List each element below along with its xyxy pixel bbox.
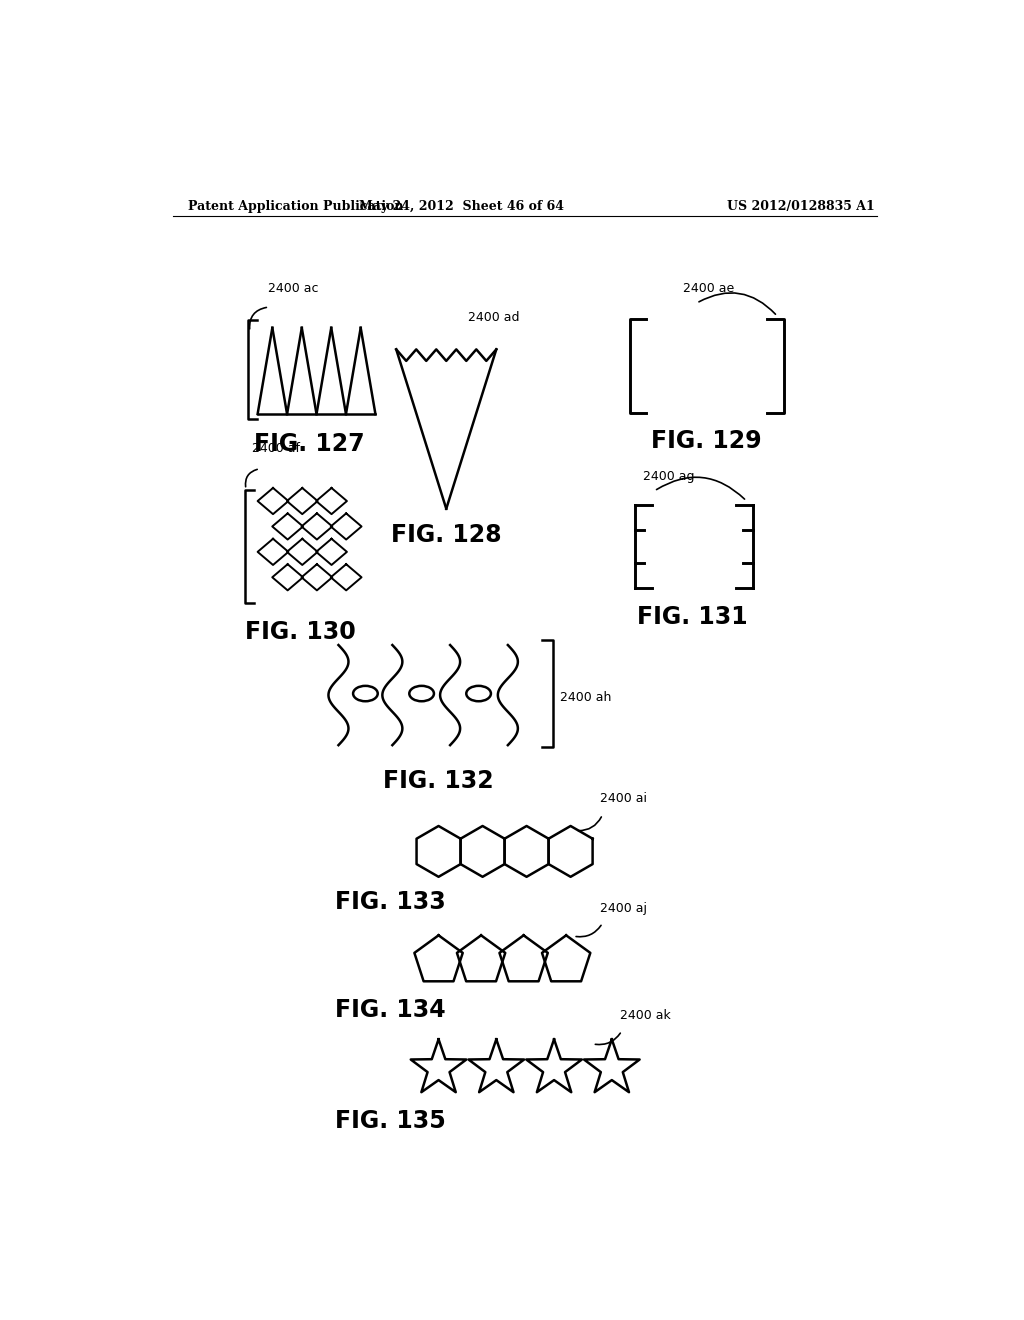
Text: 2400 aj: 2400 aj — [600, 902, 647, 915]
Text: 2400 ai: 2400 ai — [600, 792, 647, 805]
Text: US 2012/0128835 A1: US 2012/0128835 A1 — [727, 199, 874, 213]
Text: FIG. 129: FIG. 129 — [651, 429, 762, 454]
Text: FIG. 133: FIG. 133 — [335, 890, 445, 913]
Text: Patent Application Publication: Patent Application Publication — [188, 199, 403, 213]
Text: FIG. 135: FIG. 135 — [335, 1109, 445, 1134]
Text: FIG. 130: FIG. 130 — [245, 620, 355, 644]
Text: 2400 ah: 2400 ah — [560, 690, 611, 704]
Text: 2400 ae: 2400 ae — [683, 282, 734, 296]
Text: 2400 ak: 2400 ak — [620, 1010, 671, 1022]
Text: 2400 ad: 2400 ad — [468, 312, 519, 323]
Text: FIG. 132: FIG. 132 — [383, 770, 494, 793]
Text: FIG. 127: FIG. 127 — [254, 432, 365, 455]
Text: 2400 ag: 2400 ag — [643, 470, 694, 483]
Text: May 24, 2012  Sheet 46 of 64: May 24, 2012 Sheet 46 of 64 — [359, 199, 564, 213]
Text: FIG. 128: FIG. 128 — [391, 523, 502, 546]
Text: FIG. 134: FIG. 134 — [335, 998, 445, 1022]
Text: 2400 ac: 2400 ac — [267, 282, 318, 296]
Text: FIG. 131: FIG. 131 — [637, 605, 748, 630]
Text: 2400 af: 2400 af — [252, 442, 300, 455]
